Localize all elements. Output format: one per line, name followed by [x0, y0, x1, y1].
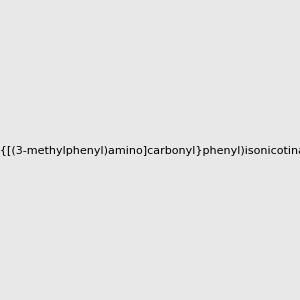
Text: N-(3-{[(3-methylphenyl)amino]carbonyl}phenyl)isonicotinamide: N-(3-{[(3-methylphenyl)amino]carbonyl}ph…: [0, 146, 300, 157]
